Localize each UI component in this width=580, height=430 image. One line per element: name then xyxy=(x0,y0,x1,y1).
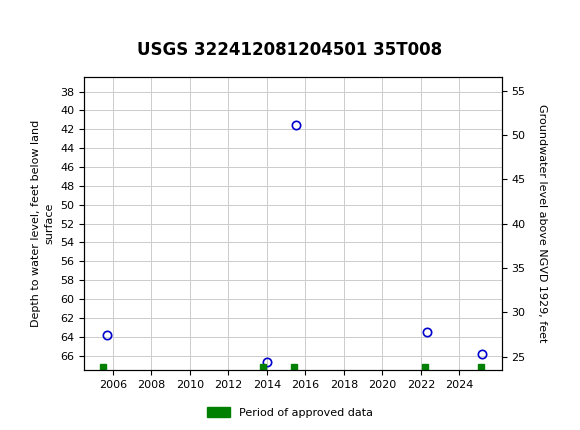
Legend: Period of approved data: Period of approved data xyxy=(203,403,377,422)
Y-axis label: Depth to water level, feet below land
surface: Depth to water level, feet below land su… xyxy=(31,120,55,327)
Y-axis label: Groundwater level above NGVD 1929, feet: Groundwater level above NGVD 1929, feet xyxy=(536,104,547,343)
Text: USGS 322412081204501 35T008: USGS 322412081204501 35T008 xyxy=(137,41,443,59)
Text: ≡USGS: ≡USGS xyxy=(9,9,79,27)
